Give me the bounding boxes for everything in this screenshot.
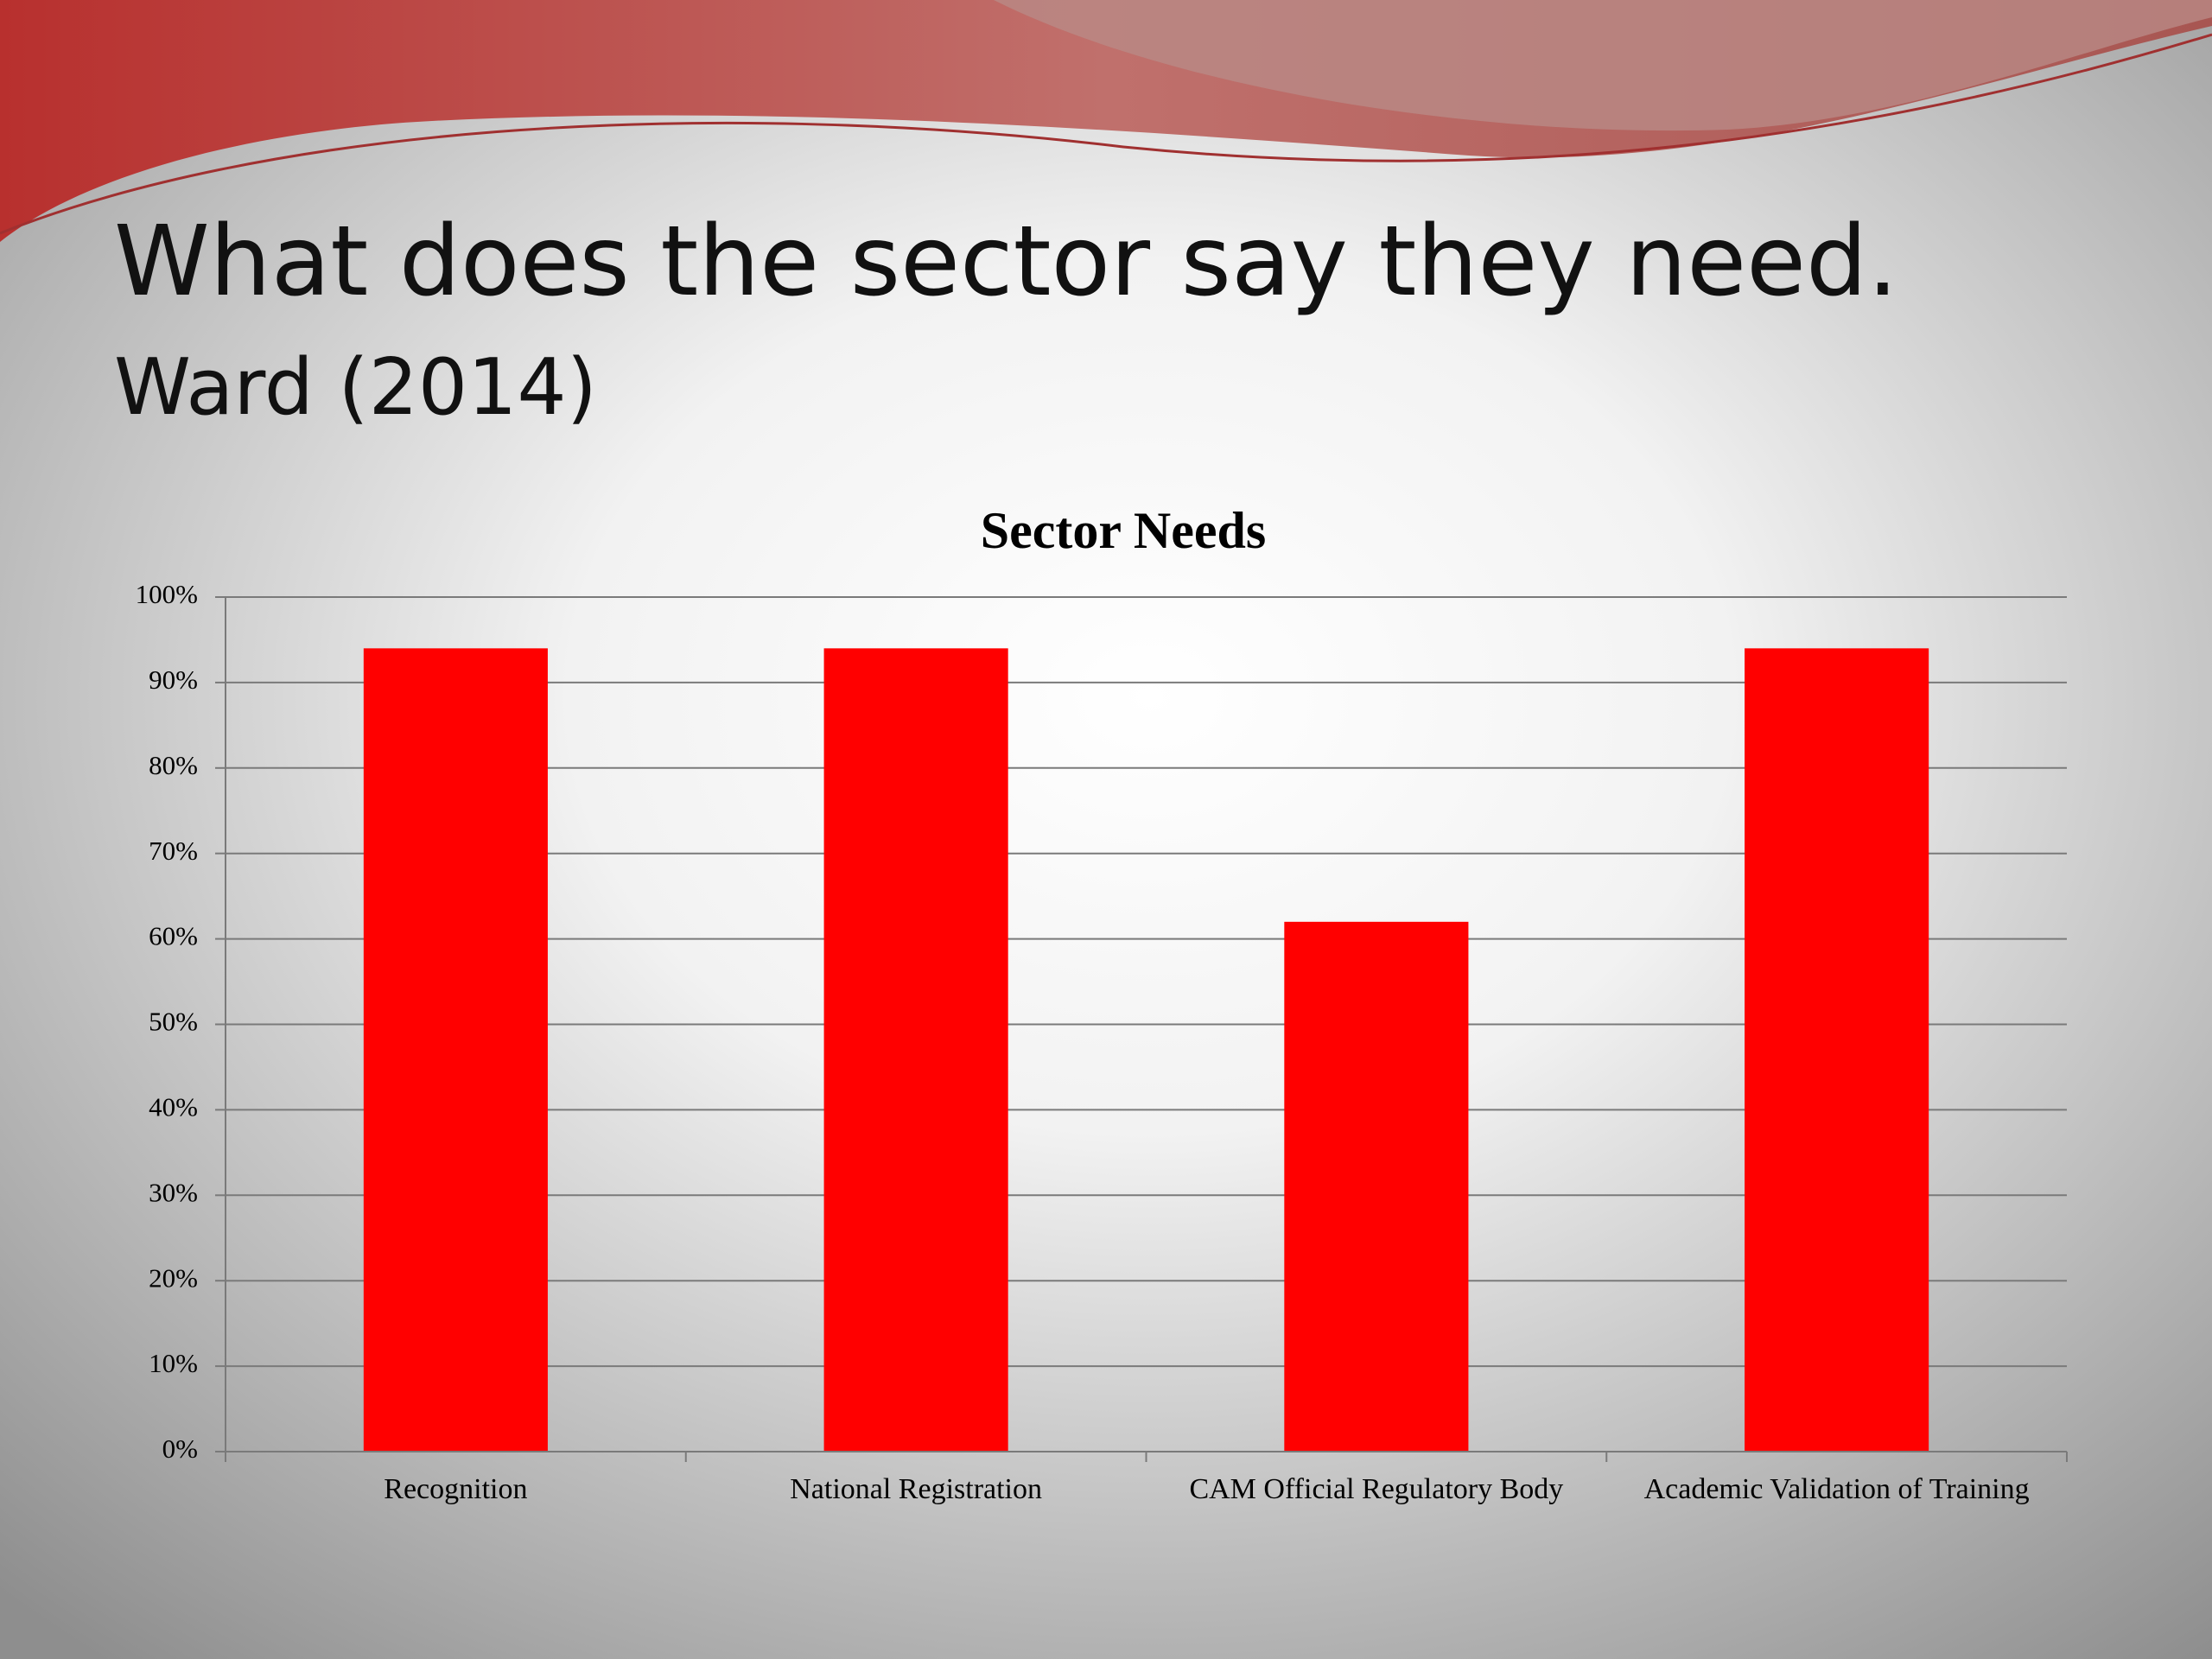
y-tick-label: 0% xyxy=(162,1433,198,1464)
bar xyxy=(1284,921,1469,1452)
y-tick-label: 50% xyxy=(149,1007,198,1037)
y-tick-label: 30% xyxy=(149,1177,198,1207)
slide-subtitle: Ward (2014) xyxy=(114,342,597,433)
bar xyxy=(823,648,1008,1452)
chart-title: Sector Needs xyxy=(981,502,1266,559)
y-tick-label: 20% xyxy=(149,1262,198,1293)
x-tick-label: CAM Official Regulatory Body xyxy=(1189,1473,1563,1505)
y-tick-label: 10% xyxy=(149,1348,198,1378)
slide-title: What does the sector say they need. xyxy=(114,206,1898,318)
decor-line xyxy=(0,33,2212,235)
y-tick-label: 60% xyxy=(149,921,198,951)
bar xyxy=(363,648,548,1452)
decor-swoosh-light xyxy=(994,0,2212,131)
x-tick-label: National Registration xyxy=(790,1473,1042,1505)
x-tick-label: Academic Validation of Training xyxy=(1644,1473,2030,1505)
x-tick-label: Recognition xyxy=(384,1473,527,1505)
y-tick-label: 90% xyxy=(149,664,198,695)
y-tick-label: 100% xyxy=(136,579,198,609)
y-tick-label: 40% xyxy=(149,1092,198,1122)
y-tick-label: 70% xyxy=(149,836,198,866)
bar xyxy=(1745,648,1929,1452)
y-tick-label: 80% xyxy=(149,750,198,780)
